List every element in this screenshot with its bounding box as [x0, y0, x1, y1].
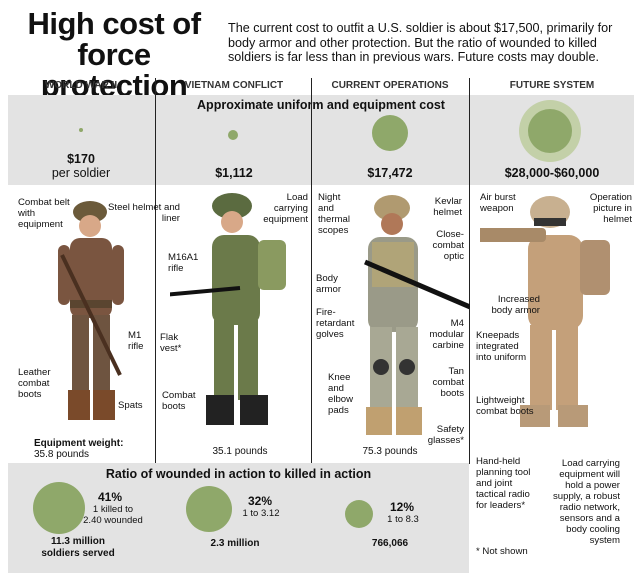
cost-band-title: Approximate uniform and equipment cost: [197, 98, 445, 112]
cost-unit-ww2: per soldier: [51, 166, 111, 180]
label-body-armor: Body armor: [316, 273, 342, 295]
ww2-weight-value: 35.8 pounds: [34, 449, 90, 460]
label-steel-helmet: Steel helmet and liner: [108, 202, 180, 224]
future-soldier-illustration: [480, 196, 610, 427]
ratio-circle-current: [345, 500, 373, 528]
served-line2-ww2: soldiers served: [41, 548, 115, 559]
label-tan-boots: Tan combat boots: [432, 366, 464, 399]
cost-value-future: $28,000-$60,000: [504, 166, 600, 180]
label-combat-boots: Combat boots: [162, 390, 196, 412]
label-load-carrying: Load carrying equipment: [263, 192, 308, 225]
vietnam-soldier-illustration: [170, 193, 286, 425]
ww2-weight-label: Equipment weight:: [34, 438, 124, 449]
label-kevlar-helmet: Kevlar helmet: [433, 196, 462, 218]
cost-value-ww2: $170: [67, 152, 95, 166]
footnote-not-shown: * Not shown: [476, 546, 528, 557]
label-flak-vest: Flak vest*: [160, 332, 182, 354]
vietnam-weight: 35.1 pounds: [212, 446, 268, 457]
ratio-line1-current: 1 to 8.3: [387, 514, 419, 525]
label-leather-boots: Leather combat boots: [18, 367, 51, 400]
cost-circle-future-inner: [528, 109, 572, 153]
column-header-ww2: WORLD WAR II: [44, 80, 118, 91]
label-m4-carbine: M4 modular carbine: [429, 318, 464, 351]
intro-text: The current cost to outfit a U.S. soldie…: [228, 21, 613, 64]
label-kneepads: Kneepads integrated into uniform: [476, 330, 527, 363]
divider-1: [155, 78, 156, 464]
served-line1-ww2: 11.3 million: [51, 536, 105, 547]
label-planning-tool: Hand-held planning tool and joint tactic…: [476, 456, 531, 511]
column-header-vietnam: VIETNAM CONFLICT: [184, 80, 284, 91]
ratio-pct-ww2: 41%: [97, 490, 123, 504]
label-air-burst: Air burst weapon: [480, 192, 516, 214]
label-lightweight-boots: Lightweight combat boots: [476, 395, 534, 417]
ratio-line2-ww2: 2.40 wounded: [83, 515, 143, 526]
served-ww2: 11.3 million soldiers served: [18, 536, 138, 560]
label-knee-pads: Knee and elbow pads: [328, 372, 354, 416]
label-increased-armor: Increased body armor: [491, 294, 540, 316]
ww2-weight: Equipment weight: 35.8 pounds: [34, 438, 154, 460]
ratio-line1-ww2: 1 killed to: [92, 504, 134, 515]
cost-circle-current: [372, 115, 408, 151]
served-line1-current: 766,066: [371, 538, 409, 549]
column-header-current: CURRENT OPERATIONS: [331, 80, 449, 91]
label-gloves: Fire-retardant golves: [316, 307, 355, 340]
label-spats: Spats: [118, 400, 143, 411]
label-night-scopes: Night and thermal scopes: [318, 192, 350, 236]
current-weight: 75.3 pounds: [362, 446, 418, 457]
ratio-pct-current: 12%: [389, 500, 415, 514]
ratio-pct-vietnam: 32%: [247, 494, 273, 508]
divider-2: [311, 78, 312, 464]
cost-value-current: $17,472: [367, 166, 413, 180]
label-combat-belt: Combat belt with equipment: [18, 197, 70, 230]
ratio-line1-vietnam: 1 to 3.12: [242, 508, 280, 519]
served-line1-vietnam: 2.3 million: [210, 538, 260, 549]
ratio-circle-ww2: [33, 482, 85, 534]
ratio-band-title: Ratio of wounded in action to killed in …: [105, 467, 372, 481]
label-m1-rifle: M1 rifle: [128, 330, 144, 352]
ratio-circle-vietnam: [186, 486, 232, 532]
title-line-2: force protection: [40, 37, 188, 103]
divider-3: [469, 78, 470, 464]
title-line-1: High cost of: [27, 6, 201, 41]
label-safety-glasses: Safety glasses*: [427, 424, 464, 446]
column-header-future: FUTURE SYSTEM: [509, 80, 595, 91]
ratio-text-ww2: 1 killed to 2.40 wounded: [78, 504, 148, 526]
cost-label-ww2: $170 per soldier: [8, 152, 154, 180]
cost-circle-vietnam: [228, 130, 238, 140]
ww2-soldier-illustration: [58, 201, 124, 420]
current-soldier-illustration: [364, 195, 470, 435]
cost-value-vietnam: $1,112: [215, 166, 253, 180]
ratio-band: [8, 463, 469, 573]
label-m16a1: M16A1 rifle: [168, 252, 199, 274]
label-load-carrying-future: Load carrying equipment will hold a powe…: [552, 458, 620, 546]
label-operation-picture: Operation picture in helmet: [589, 192, 632, 225]
label-close-combat-optic: Close-combat optic: [432, 229, 464, 262]
cost-circle-ww2: [79, 128, 83, 132]
